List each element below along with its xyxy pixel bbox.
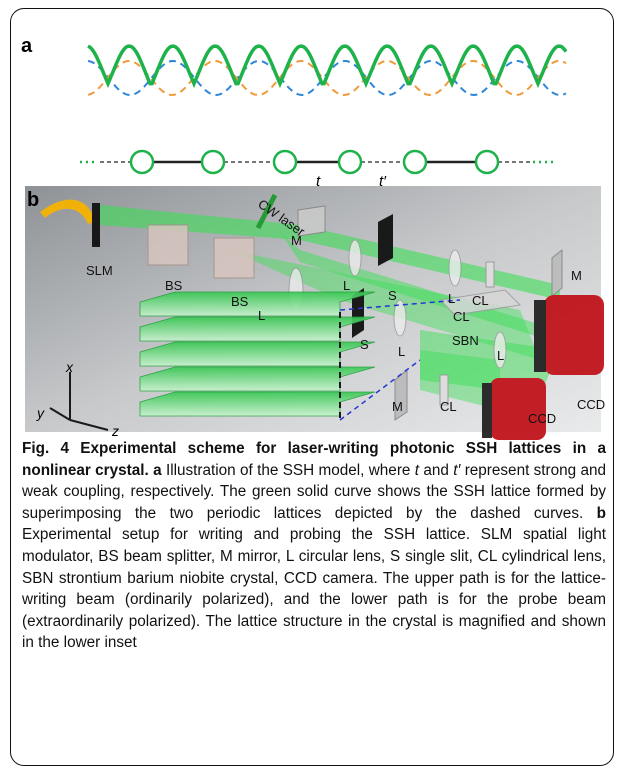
component-label: CCD bbox=[528, 411, 556, 426]
component-label: M bbox=[392, 399, 403, 414]
caption-text: Experimental setup for writing and probi… bbox=[22, 526, 606, 651]
component-label: CL bbox=[472, 293, 489, 308]
component-label: S bbox=[388, 288, 397, 303]
caption-panel-label: a bbox=[153, 462, 162, 479]
lattice-site bbox=[476, 151, 498, 173]
lattice-site bbox=[274, 151, 296, 173]
axis-label: z bbox=[111, 423, 119, 439]
caption-text: Illustration of the SSH model, where bbox=[166, 462, 410, 479]
ssh-lattice bbox=[80, 151, 556, 173]
component-label: L bbox=[398, 344, 405, 359]
component-label: BS bbox=[231, 294, 249, 309]
caption-panel-label: b bbox=[597, 505, 606, 522]
component-label: M bbox=[571, 268, 582, 283]
component-label: S bbox=[360, 337, 369, 352]
page: a t t′ b bbox=[0, 0, 624, 774]
lattice-site bbox=[404, 151, 426, 173]
caption-text: and bbox=[423, 462, 449, 479]
component-label: SBN bbox=[452, 333, 479, 348]
axis-label: x bbox=[65, 359, 74, 375]
panel-label: a bbox=[21, 35, 33, 57]
component-label: SLM bbox=[86, 263, 113, 278]
figure: a t t′ b bbox=[0, 0, 624, 440]
component-label: CCD bbox=[577, 397, 605, 412]
component-label: CL bbox=[453, 309, 470, 324]
lattice-site bbox=[339, 151, 361, 173]
caption-symbol: t bbox=[415, 462, 419, 479]
component-label: L bbox=[343, 278, 350, 293]
ssh-curves bbox=[88, 46, 566, 95]
lattice-site bbox=[131, 151, 153, 173]
panel-label: b bbox=[27, 189, 39, 211]
component-label: M bbox=[291, 233, 302, 248]
component-label: L bbox=[258, 308, 265, 323]
component-label: BS bbox=[165, 278, 183, 293]
axis-label: y bbox=[36, 405, 45, 421]
caption-symbol: t′ bbox=[453, 462, 460, 479]
figure-caption: Fig. 4 Experimental scheme for laser-wri… bbox=[22, 438, 606, 654]
component-label: CL bbox=[440, 399, 457, 414]
component-label: L bbox=[497, 348, 504, 363]
component-label: L bbox=[448, 291, 455, 306]
lattice-site bbox=[202, 151, 224, 173]
